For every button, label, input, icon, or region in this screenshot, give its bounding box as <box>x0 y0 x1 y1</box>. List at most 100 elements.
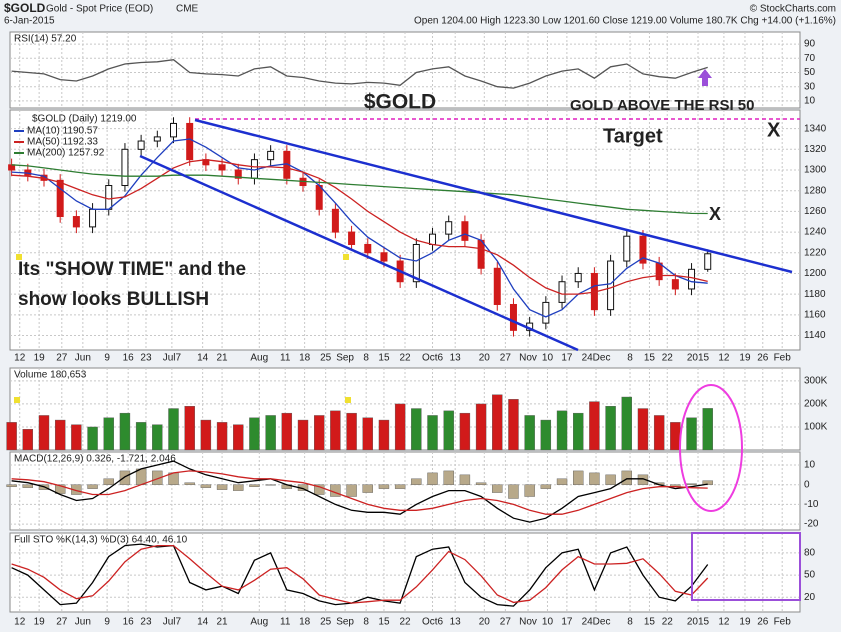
bar <box>475 403 487 451</box>
bar <box>297 419 309 451</box>
y-tick-label: 1280 <box>804 185 827 196</box>
y-tick-label: 90 <box>804 39 816 50</box>
x-tick-label: 13 <box>450 353 462 364</box>
bar <box>686 483 697 485</box>
candle-body <box>315 185 323 210</box>
bar <box>443 470 454 485</box>
x-tick-label: 10 <box>542 617 554 628</box>
quote: Open 1204.00 High 1223.30 Low 1201.60 Cl… <box>414 16 836 27</box>
x-tick-label: 23 <box>140 617 152 628</box>
x-tick-label: 15 <box>378 353 390 364</box>
candle-body <box>153 136 161 142</box>
upper-trend-line <box>194 118 793 274</box>
bar <box>508 399 519 451</box>
panel-title: Full STO %K(14,3) %D(3) 64.40, 46.10 <box>14 535 188 546</box>
x-tick-label: 19 <box>739 353 751 364</box>
y-tick-label: 1340 <box>804 123 827 134</box>
candle-body <box>105 185 113 210</box>
y-tick-label: 200K <box>804 399 828 410</box>
candle-body <box>267 150 275 161</box>
bar <box>492 394 503 451</box>
x-tick-label: Oct6 <box>422 617 444 628</box>
x-tick-label: 2015 <box>687 353 710 364</box>
bar <box>281 412 293 451</box>
x-tick-label: 8 <box>363 353 369 364</box>
x-tick-label: Sep <box>336 617 354 628</box>
bar <box>103 417 114 451</box>
bar <box>233 484 244 491</box>
candle-body <box>72 216 80 228</box>
exchange: CME <box>176 4 199 15</box>
bar <box>135 422 147 451</box>
bar <box>184 482 195 485</box>
bar <box>6 484 17 487</box>
bar <box>38 415 50 451</box>
bar <box>71 424 82 451</box>
y-tick-label: 50 <box>804 67 816 78</box>
bar <box>459 412 471 451</box>
x-tick-label: 21 <box>217 617 229 628</box>
annotation: X <box>767 119 781 141</box>
candle-body <box>218 164 226 171</box>
x-tick-label: 8 <box>627 617 633 628</box>
bar <box>330 484 341 497</box>
bar <box>200 419 212 451</box>
series-line <box>11 544 709 604</box>
candle-body <box>671 279 679 290</box>
bar <box>427 415 438 451</box>
series-line <box>11 543 709 607</box>
x-tick-label: 25 <box>320 353 332 364</box>
overlay <box>14 69 801 601</box>
annotation: $GOLD <box>364 91 436 114</box>
bar <box>152 470 163 485</box>
x-tick-label: 20 <box>479 617 491 628</box>
x-tick-label: 16 <box>123 617 135 628</box>
candle-body <box>348 231 356 245</box>
x-tick-label: Feb <box>774 617 792 628</box>
bar <box>573 470 584 485</box>
x-tick-label: 26 <box>757 617 769 628</box>
x-tick-label: Nov <box>519 617 537 628</box>
y-tick-label: 20 <box>804 592 816 603</box>
bar <box>249 484 260 487</box>
y-tick-label: 1300 <box>804 165 827 176</box>
candle-body <box>186 122 194 161</box>
x-tick-label: Nov <box>519 353 537 364</box>
x-tick-label: 20 <box>479 353 491 364</box>
instrument-name: Gold - Spot Price (EOD) <box>46 4 153 15</box>
bar <box>589 401 600 451</box>
bar <box>686 417 697 451</box>
bar <box>556 410 568 451</box>
bar <box>346 484 357 497</box>
x-tick-label: 12 <box>718 617 730 628</box>
candle-body <box>412 243 420 283</box>
y-tick-label: 1260 <box>804 206 827 217</box>
candle-body <box>639 235 647 264</box>
candle-body <box>655 262 663 281</box>
series-line <box>11 164 708 215</box>
y-tick-label: -10 <box>804 499 819 510</box>
x-tick-label: 27 <box>56 353 68 364</box>
x-tick-label: 10 <box>542 353 554 364</box>
candle-body <box>121 148 129 187</box>
bar <box>103 478 114 485</box>
y-tick-label: 1240 <box>804 227 827 238</box>
date: 6-Jan-2015 <box>4 16 55 27</box>
candle-body <box>380 252 388 262</box>
x-tick-label: Jul7 <box>163 617 182 628</box>
x-tick-label: 21 <box>217 353 229 364</box>
series-line <box>11 470 708 515</box>
x-tick-label: 13 <box>450 617 462 628</box>
candle-body <box>493 267 501 305</box>
x-tick-label: 14 <box>197 617 209 628</box>
candle-body <box>234 169 242 179</box>
y-tick-label: 50 <box>804 570 816 581</box>
bar <box>492 484 503 493</box>
y-tick-label: 1320 <box>804 144 827 155</box>
marker <box>343 254 349 260</box>
bar <box>394 403 406 451</box>
candle-body <box>623 235 631 262</box>
candle-body <box>558 281 566 303</box>
x-tick-label: Jun <box>75 353 91 364</box>
